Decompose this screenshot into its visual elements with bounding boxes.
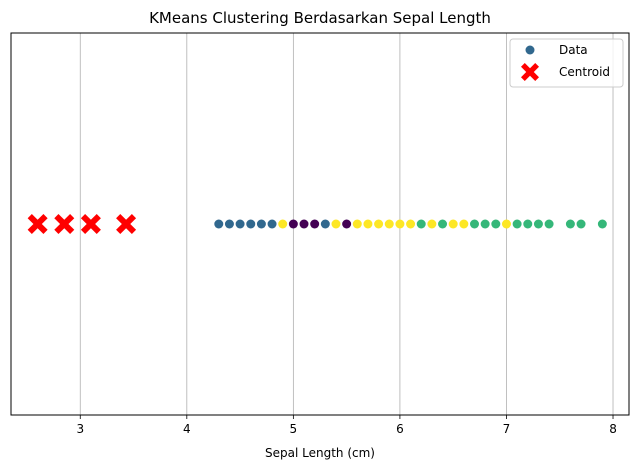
data-point [214,219,224,229]
x-tick-label: 5 [290,422,298,436]
data-point [374,219,384,229]
data-point [533,219,543,229]
data-point [597,219,607,229]
data-point [406,219,416,229]
plot-frame [10,32,630,416]
data-point [470,219,479,229]
x-tick-label: 6 [396,422,404,436]
x-axis-ticks: 3 4 5 6 7 8 [76,415,617,436]
data-point [501,219,511,229]
legend-centroid-label: Centroid [559,65,610,79]
centroid-marker [54,214,75,234]
chart-title: KMeans Clustering Berdasarkan Sepal Leng… [149,9,491,27]
centroid-marker [80,214,101,234]
data-point [565,219,575,229]
data-points [214,219,607,229]
data-point [224,219,234,229]
data-point [310,219,320,229]
data-point [363,219,373,229]
data-point [395,219,405,229]
data-point [331,219,341,229]
centroid-markers [27,214,137,234]
data-point [416,219,426,229]
data-point [352,219,362,229]
data-point [438,219,448,229]
data-point [235,219,245,229]
data-point [256,219,266,229]
legend-data-label: Data [559,43,588,57]
legend-data-marker [525,45,535,55]
data-point [267,219,277,229]
data-point [384,219,394,229]
data-point [278,219,288,229]
data-point [427,219,437,229]
x-axis-label: Sepal Length (cm) [265,446,375,460]
data-point [459,219,469,229]
data-point [342,219,352,229]
x-tick-label: 7 [503,422,511,436]
data-point [246,219,256,229]
x-tick-label: 3 [76,422,84,436]
x-tick-label: 8 [609,422,617,436]
centroid-marker [27,214,48,234]
x-tick-label: 4 [183,422,191,436]
data-point [480,219,490,229]
centroid-marker [116,214,137,234]
legend: Data Centroid [509,38,624,88]
data-point [288,219,298,229]
data-point [576,219,586,229]
legend-centroid-x [521,63,539,81]
data-point [512,219,522,229]
data-point [320,219,330,229]
legend-box [509,38,624,88]
data-point [544,219,554,229]
data-point [448,219,458,229]
data-point [491,219,501,229]
data-point [299,219,309,229]
legend-centroid-marker [521,63,539,81]
data-point [523,219,533,229]
